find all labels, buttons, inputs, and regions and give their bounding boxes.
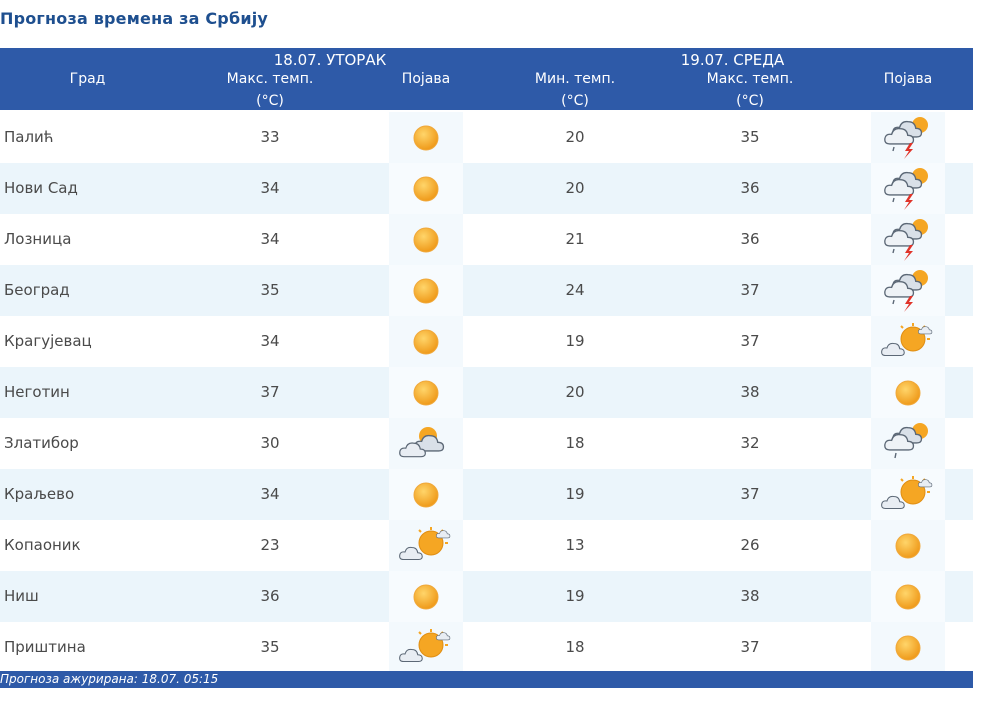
city-name: Нови Сад	[4, 179, 78, 197]
day1-max-temp: 35	[260, 281, 280, 299]
sunny-icon	[871, 520, 945, 571]
table-row: Београд 35 24 37	[0, 265, 973, 316]
city-name: Приштина	[4, 638, 86, 656]
table-row: Палић 33 20 35	[0, 112, 973, 163]
table-row: Приштина 35 18 37	[0, 622, 973, 673]
day2-max-temp: 36	[740, 179, 760, 197]
city-name: Копаоник	[4, 536, 81, 554]
day2-min-temp: 13	[565, 536, 585, 554]
sunny-icon	[871, 367, 945, 418]
header-day1-phenomenon: Појава	[401, 71, 451, 87]
sun-cloud-icon	[871, 316, 945, 367]
day2-max-temp: 38	[740, 383, 760, 401]
day1-max-temp: 34	[260, 179, 280, 197]
day2-max-temp: 37	[740, 638, 760, 656]
day1-max-temp: 23	[260, 536, 280, 554]
sun-cloud-icon	[389, 622, 463, 673]
city-name: Неготин	[4, 383, 70, 401]
day2-min-temp: 19	[565, 587, 585, 605]
day1-max-temp: 33	[260, 128, 280, 146]
sunny-icon	[389, 214, 463, 265]
sunny-icon	[389, 316, 463, 367]
day1-max-temp: 36	[260, 587, 280, 605]
day2-max-temp: 26	[740, 536, 760, 554]
day2-max-temp: 37	[740, 485, 760, 503]
cloudy-sun-icon	[389, 418, 463, 469]
table-row: Неготин 37 20 38	[0, 367, 973, 418]
city-name: Палић	[4, 128, 54, 146]
header-day1-max-temp: Макс. темп. (°C)	[226, 71, 314, 109]
sunny-icon	[389, 469, 463, 520]
thunderstorm-icon	[871, 214, 945, 265]
day2-min-temp: 18	[565, 434, 585, 452]
day2-min-temp: 19	[565, 332, 585, 350]
table-row: Ниш 36 19 38	[0, 571, 973, 622]
day2-min-temp: 20	[565, 383, 585, 401]
sunny-icon	[389, 265, 463, 316]
page-title: Прогноза времена за Србију	[0, 9, 269, 28]
thunderstorm-icon	[871, 265, 945, 316]
header-city: Град	[69, 71, 106, 87]
header-day1-date: 18.07. УТОРАК	[273, 51, 387, 69]
day2-max-temp: 35	[740, 128, 760, 146]
sun-cloud-icon	[871, 469, 945, 520]
day1-max-temp: 34	[260, 230, 280, 248]
city-name: Ниш	[4, 587, 39, 605]
day2-max-temp: 37	[740, 332, 760, 350]
day1-max-temp: 30	[260, 434, 280, 452]
table-row: Лозница 34 21 36	[0, 214, 973, 265]
table-row: Крагујевац 34 19 37	[0, 316, 973, 367]
sunny-icon	[389, 571, 463, 622]
day2-min-temp: 24	[565, 281, 585, 299]
update-timestamp: Прогноза ажурирана: 18.07. 05:15	[0, 672, 219, 686]
header-day2-max-temp: Макс. темп. (°C)	[706, 71, 794, 109]
day1-max-temp: 37	[260, 383, 280, 401]
day2-max-temp: 37	[740, 281, 760, 299]
update-footer: Прогноза ажурирана: 18.07. 05:15	[0, 671, 973, 688]
sunny-icon	[871, 571, 945, 622]
day2-min-temp: 19	[565, 485, 585, 503]
table-row: Златибор 30 18 32	[0, 418, 973, 469]
thunderstorm-icon	[871, 163, 945, 214]
sunny-icon	[871, 622, 945, 673]
day2-min-temp: 20	[565, 179, 585, 197]
table-row: Краљево 34 19 37	[0, 469, 973, 520]
city-name: Београд	[4, 281, 70, 299]
sunny-icon	[389, 163, 463, 214]
table-row: Нови Сад 34 20 36	[0, 163, 973, 214]
day2-max-temp: 36	[740, 230, 760, 248]
day1-max-temp: 34	[260, 485, 280, 503]
day2-max-temp: 38	[740, 587, 760, 605]
sunny-icon	[389, 112, 463, 163]
sun-cloud-icon	[389, 520, 463, 571]
header-day2-phenomenon: Појава	[883, 71, 933, 87]
day2-min-temp: 21	[565, 230, 585, 248]
cloudy-rain-icon	[871, 418, 945, 469]
day2-max-temp: 32	[740, 434, 760, 452]
day2-min-temp: 18	[565, 638, 585, 656]
city-name: Краљево	[4, 485, 75, 503]
city-name: Златибор	[4, 434, 79, 452]
day2-min-temp: 20	[565, 128, 585, 146]
header-day2-date: 19.07. СРЕДА	[680, 51, 785, 69]
city-name: Крагујевац	[4, 332, 92, 350]
table-row: Копаоник 23 13 26	[0, 520, 973, 571]
header-day2-min-temp: Мин. темп. (°C)	[534, 71, 616, 109]
sunny-icon	[389, 367, 463, 418]
day1-max-temp: 35	[260, 638, 280, 656]
day1-max-temp: 34	[260, 332, 280, 350]
city-name: Лозница	[4, 230, 72, 248]
thunderstorm-icon	[871, 112, 945, 163]
table-header: Град 18.07. УТОРАК Макс. темп. (°C) Поја…	[0, 48, 973, 110]
